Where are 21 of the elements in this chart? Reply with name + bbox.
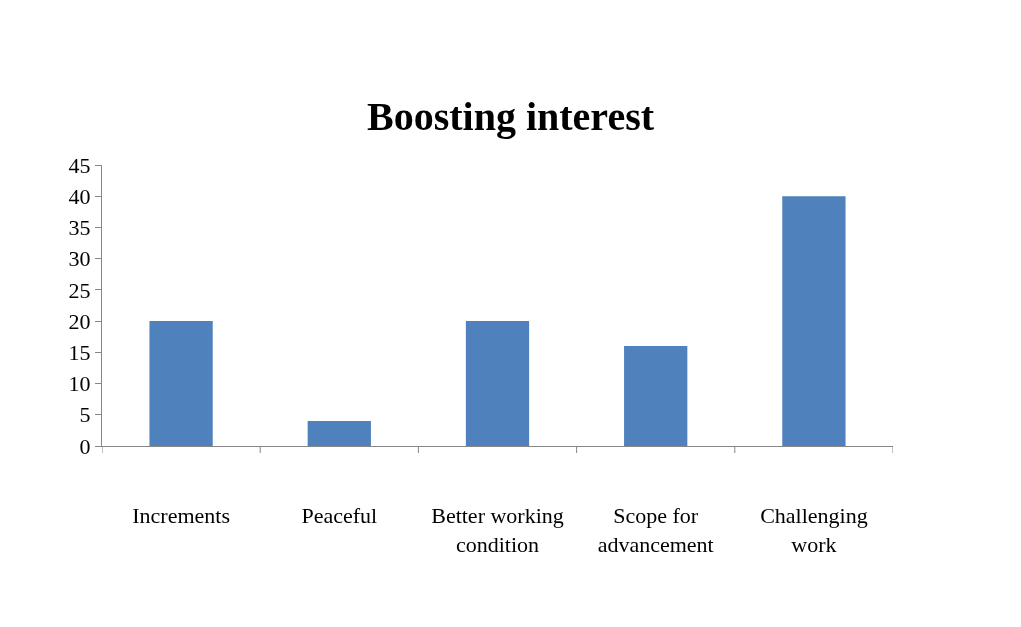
chart-title: Boosting interest [366, 93, 655, 139]
bar [782, 196, 846, 446]
y-tick-label: 25 [68, 277, 91, 303]
y-tick-label: 10 [68, 371, 91, 397]
x-tick-label: Peaceful [301, 503, 378, 529]
bar [307, 421, 371, 446]
y-tick-label: 30 [68, 246, 91, 272]
bar [624, 346, 688, 446]
y-tick-label: 45 [68, 152, 91, 178]
x-tick-label: Increments [132, 503, 230, 529]
bar [149, 321, 213, 446]
x-tick-label: Better working condition [431, 503, 564, 557]
y-tick-label: 5 [79, 402, 91, 428]
y-tick-label: 0 [79, 433, 91, 459]
y-tick-label: 35 [68, 215, 91, 241]
x-tick-label: Challenging work [760, 503, 868, 557]
y-tick-label: 20 [68, 308, 91, 334]
bar [465, 321, 530, 446]
y-tick-label: 40 [68, 183, 91, 209]
x-tick-label: Scope for advancement [597, 503, 714, 557]
y-tick-label: 15 [68, 340, 91, 366]
